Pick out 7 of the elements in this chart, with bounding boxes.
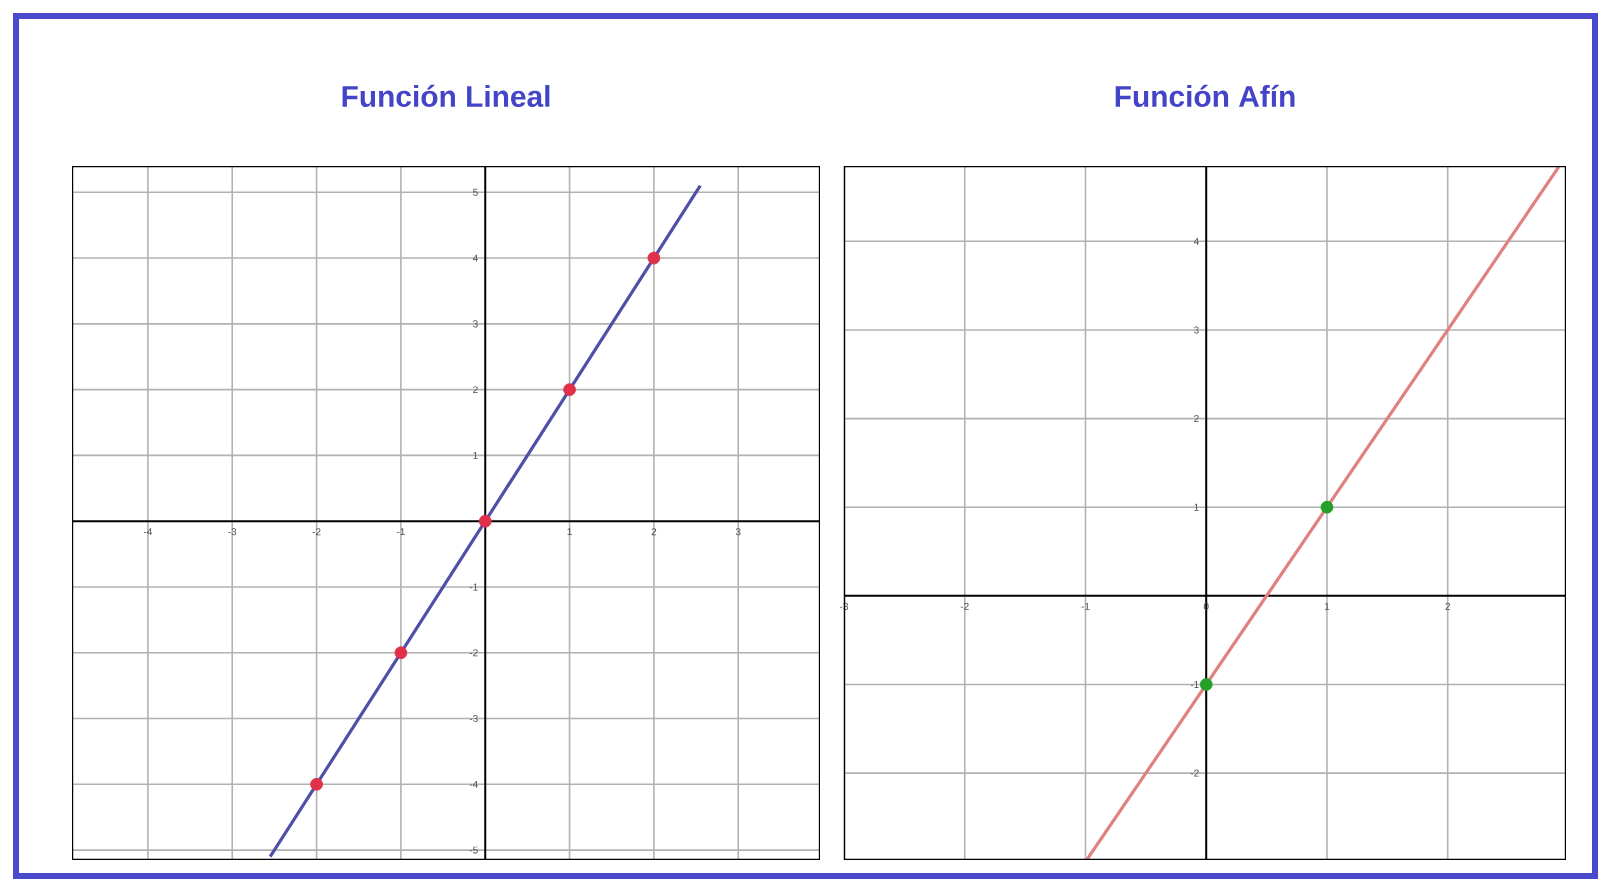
chart-title: Función Lineal xyxy=(342,84,550,107)
point xyxy=(478,514,492,528)
point xyxy=(310,777,323,791)
point xyxy=(563,383,576,397)
point xyxy=(394,646,408,660)
chart-title: Función Afín xyxy=(1115,84,1295,107)
point xyxy=(647,251,661,265)
